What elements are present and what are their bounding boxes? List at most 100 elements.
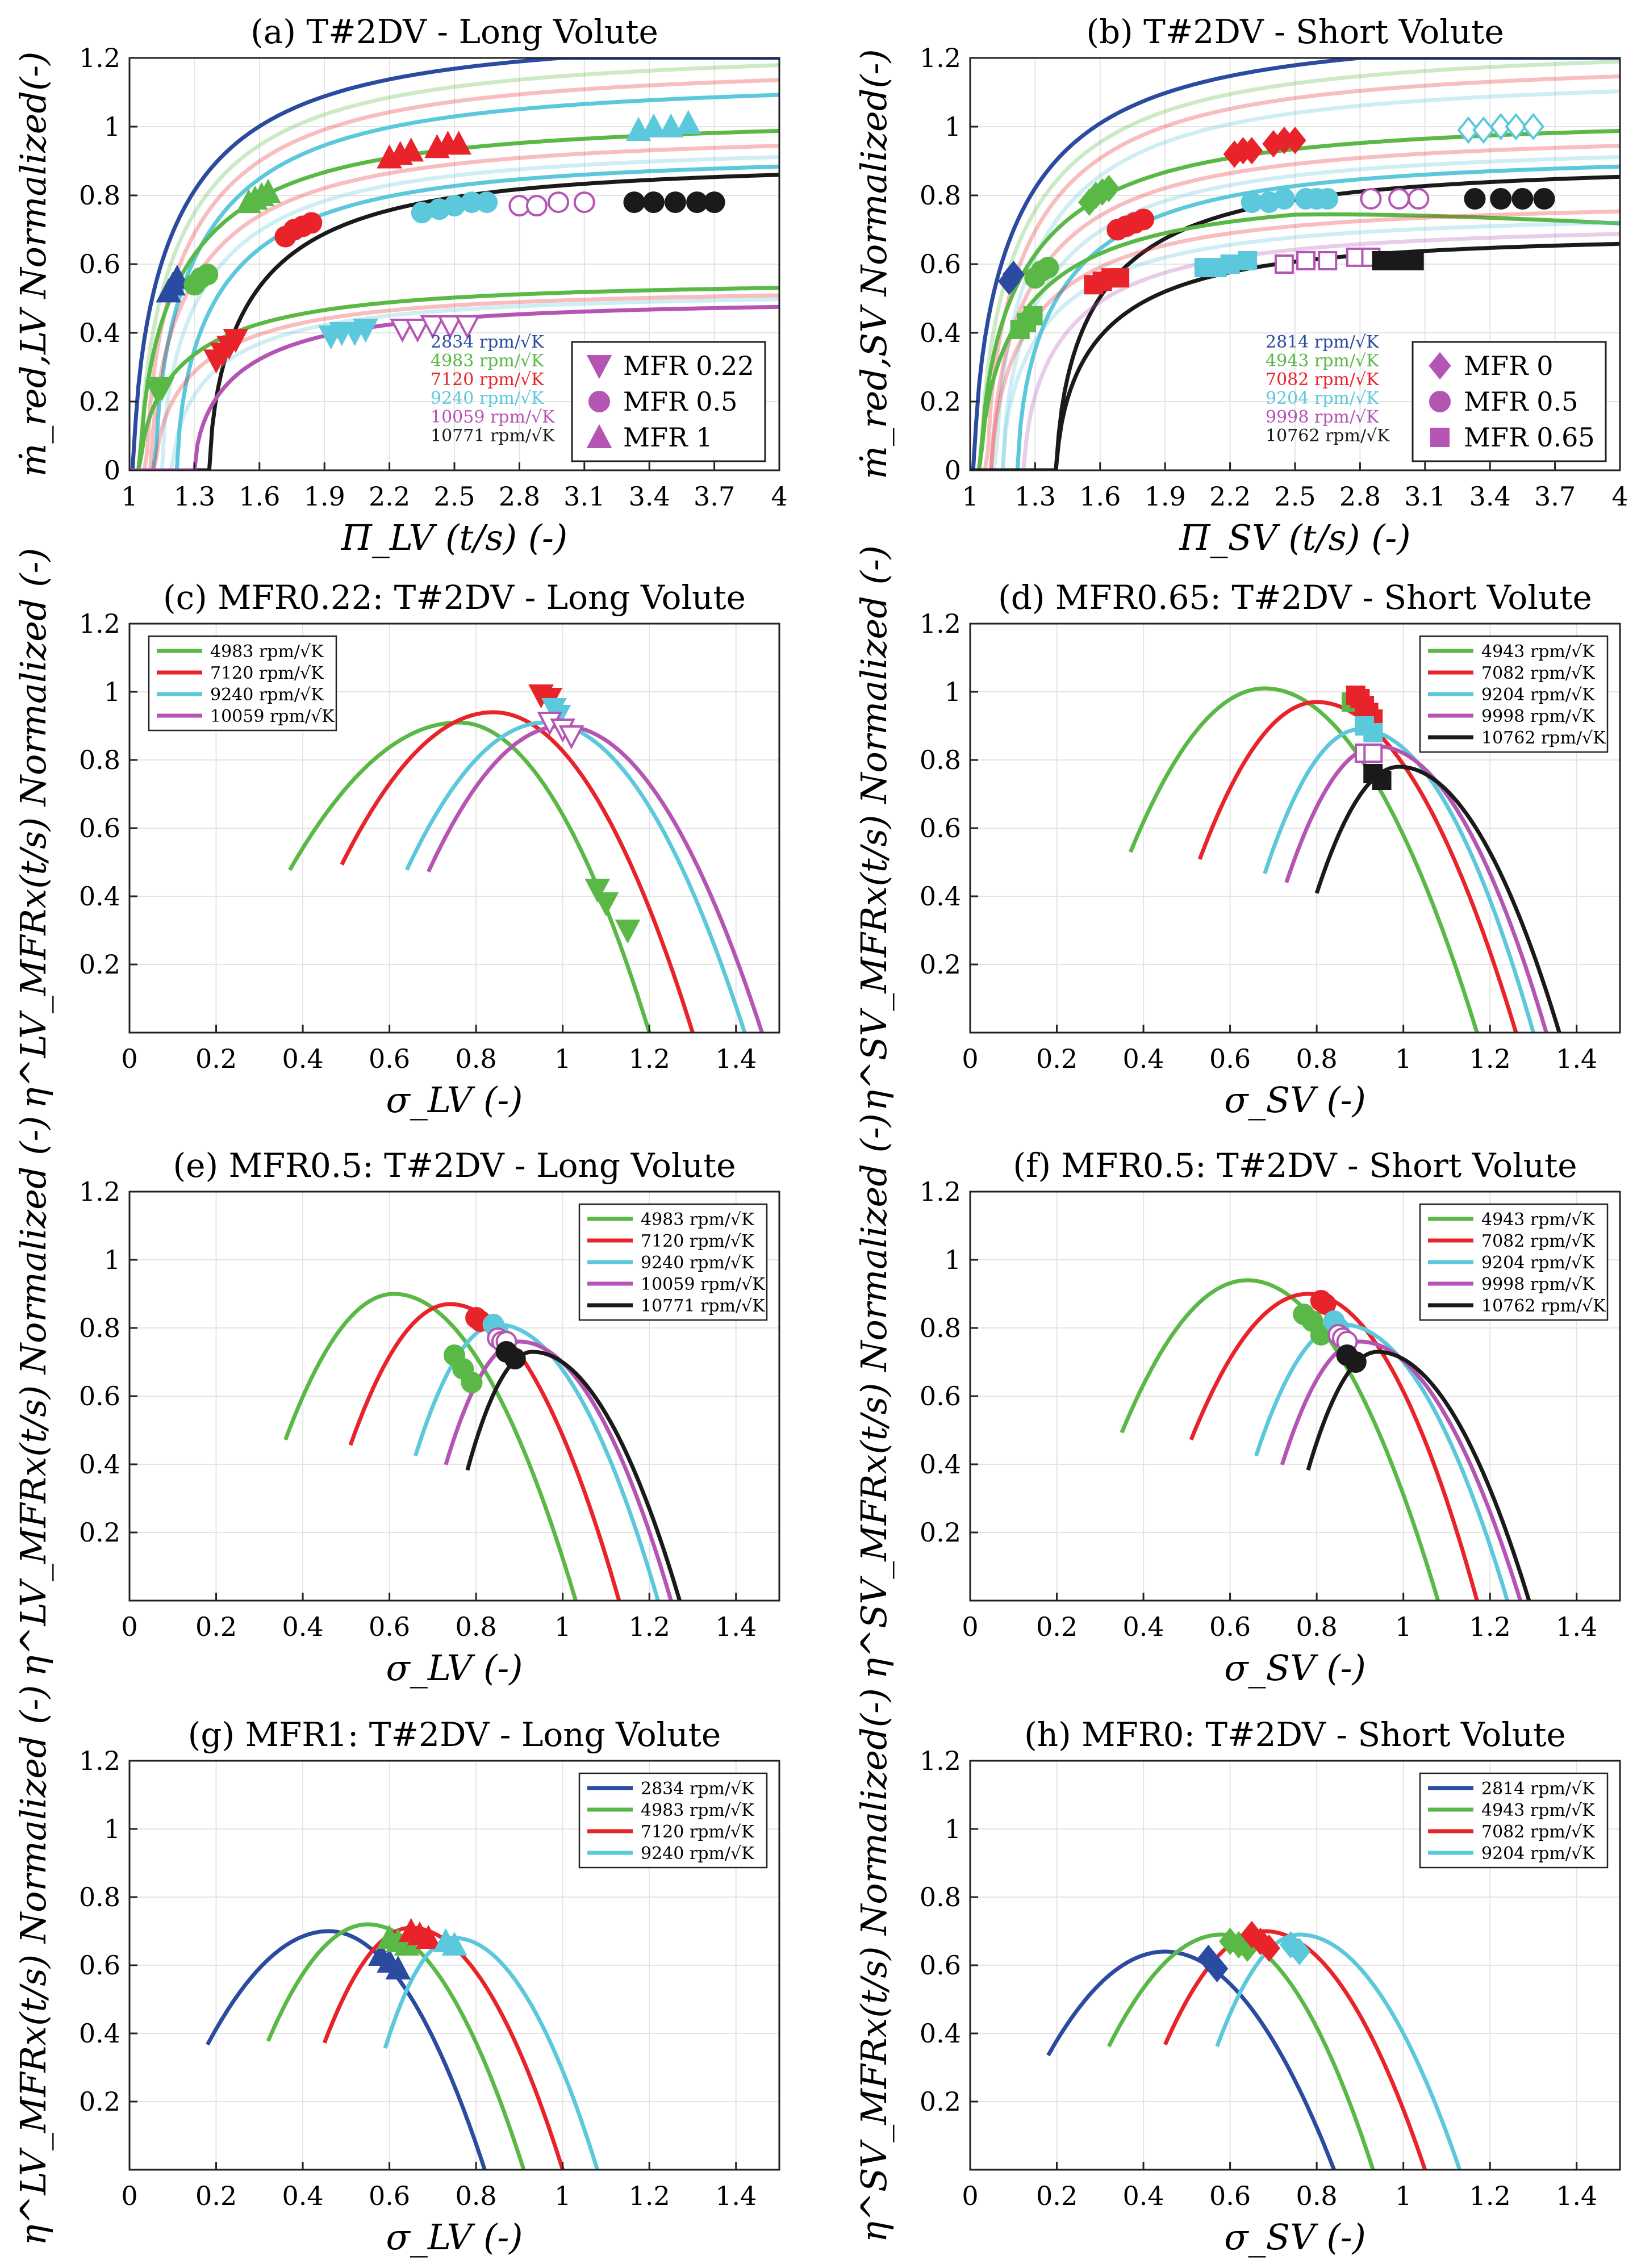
data-point bbox=[1318, 250, 1338, 270]
legend-marker bbox=[1429, 391, 1451, 412]
data-point bbox=[1372, 771, 1392, 790]
data-point bbox=[1037, 257, 1059, 279]
data-point bbox=[454, 315, 481, 340]
y-axis-label: η^SV_MFRx(t/s) Normalized (-) bbox=[853, 545, 895, 1111]
y-tick-label: 0.6 bbox=[920, 249, 961, 279]
series-line-2 bbox=[1254, 1322, 1510, 1601]
x-tick-label: 2.5 bbox=[433, 481, 475, 512]
y-tick-label: 0.4 bbox=[79, 881, 120, 912]
x-tick-label: 4 bbox=[1611, 481, 1628, 512]
legend-marker bbox=[588, 391, 610, 412]
legend-entry: 4943 rpm/√K bbox=[1266, 351, 1379, 371]
x-tick-label: 0.4 bbox=[282, 1043, 323, 1074]
y-tick-label: 0.8 bbox=[920, 1882, 961, 1912]
series-line-2 bbox=[970, 74, 1620, 470]
legend-label: MFR 0.65 bbox=[1464, 422, 1595, 453]
data-point bbox=[385, 1955, 411, 1979]
x-tick-label: 3.4 bbox=[629, 481, 670, 512]
series-line-2 bbox=[1263, 727, 1536, 1033]
data-point bbox=[404, 318, 431, 343]
data-point bbox=[1238, 250, 1258, 270]
x-tick-label: 2.8 bbox=[499, 481, 540, 512]
data-point bbox=[255, 178, 281, 203]
data-point bbox=[675, 110, 701, 134]
x-tick-label: 2.5 bbox=[1274, 481, 1316, 512]
y-tick-label: 0.4 bbox=[920, 1449, 961, 1480]
legend-label: 4943 rpm/√K bbox=[1481, 1210, 1595, 1230]
y-axis-label: η^LV_MFRx(t/s) Normalized (-) bbox=[12, 548, 54, 1108]
data-point bbox=[548, 191, 570, 214]
legend-label: 9998 rpm/√K bbox=[1481, 707, 1595, 726]
x-tick-label: 1.2 bbox=[1469, 2181, 1511, 2211]
series-line-3 bbox=[130, 93, 779, 470]
chart-title: (c) MFR0.22: T#2DV - Long Volute bbox=[163, 578, 746, 617]
legend-label: 9204 rpm/√K bbox=[1481, 1253, 1595, 1273]
data-point bbox=[437, 315, 463, 340]
series-line-1 bbox=[130, 63, 779, 470]
x-tick-label: 0.6 bbox=[369, 1611, 410, 1642]
series-line-2 bbox=[404, 720, 747, 1033]
y-tick-label: 0.4 bbox=[79, 2018, 120, 2049]
x-tick-label: 0.2 bbox=[1036, 2181, 1078, 2211]
legend-label: 9240 rpm/√K bbox=[210, 685, 324, 705]
x-tick-label: 3.1 bbox=[563, 481, 605, 512]
data-point bbox=[1296, 250, 1316, 270]
data-point bbox=[446, 130, 471, 155]
panel-e: 0 0.2 0.4 0.6 0.8 1 1.2 1.4 0.2 0.4 0.6 0.8 1 1.2 (e) … bbox=[12, 1116, 780, 1689]
series-line-11 bbox=[130, 297, 779, 470]
data-point bbox=[584, 879, 610, 903]
series-line-1 bbox=[970, 59, 1620, 470]
panel-f: 0 0.2 0.4 0.6 0.8 1 1.2 1.4 0.2 0.4 0.6 0.8 1 1.2 (f) … bbox=[853, 1113, 1621, 1689]
x-tick-label: 0 bbox=[121, 1611, 137, 1642]
y-tick-label: 1.2 bbox=[920, 1176, 961, 1207]
data-point bbox=[573, 191, 595, 214]
data-point bbox=[164, 264, 190, 289]
x-tick-label: 1.9 bbox=[304, 481, 345, 512]
x-tick-label: 1.6 bbox=[239, 481, 280, 512]
panel-c: 0 0.2 0.4 0.6 0.8 1 1.2 1.4 0.2 0.4 0.6 0.8 1 1.2 (c) … bbox=[12, 548, 780, 1121]
x-tick-label: 0 bbox=[121, 1043, 137, 1074]
x-tick-label: 0 bbox=[962, 2181, 978, 2211]
legend-entry: 2834 rpm/√K bbox=[431, 332, 544, 352]
data-point bbox=[1360, 188, 1382, 210]
y-tick-label: 0.4 bbox=[920, 881, 961, 912]
x-tick-label: 0.4 bbox=[1122, 1611, 1164, 1642]
legend-label: 10059 rpm/√K bbox=[641, 1275, 765, 1294]
data-point bbox=[593, 892, 619, 917]
x-tick-label: 1.3 bbox=[1014, 481, 1056, 512]
panel-d: 0 0.2 0.4 0.6 0.8 1 1.2 1.4 0.2 0.4 0.6 0.8 1 1.2 (d) … bbox=[853, 545, 1621, 1121]
data-point bbox=[1505, 112, 1527, 141]
x-tick-label: 1.4 bbox=[1556, 1043, 1597, 1074]
series-line-5 bbox=[970, 144, 1620, 470]
y-tick-label: 1 bbox=[945, 676, 961, 707]
x-tick-label: 1 bbox=[554, 1611, 571, 1642]
data-point bbox=[1490, 188, 1512, 210]
y-tick-label: 1 bbox=[945, 111, 961, 142]
x-tick-label: 1.4 bbox=[715, 1043, 757, 1074]
y-tick-label: 0.4 bbox=[920, 2018, 961, 2049]
legend-label: 9240 rpm/√K bbox=[641, 1253, 754, 1273]
legend-label: 7082 rpm/√K bbox=[1481, 663, 1595, 683]
data-point bbox=[1258, 1934, 1280, 1962]
series-line-0 bbox=[206, 1929, 487, 2170]
x-axis-label: σ_LV (-) bbox=[386, 1647, 523, 1689]
chart-title: (g) MFR1: T#2DV - Long Volute bbox=[188, 1715, 721, 1754]
y-tick-label: 1 bbox=[945, 1244, 961, 1275]
x-tick-label: 0.6 bbox=[1209, 1611, 1251, 1642]
curves bbox=[1120, 1278, 1531, 1601]
y-tick-label: 1.2 bbox=[920, 1745, 961, 1776]
y-tick-label: 0.6 bbox=[920, 1950, 961, 1981]
y-tick-label: 0.4 bbox=[920, 318, 961, 348]
x-tick-label: 1 bbox=[1395, 2181, 1412, 2211]
legend-label: 2834 rpm/√K bbox=[641, 1779, 754, 1799]
y-tick-label: 1.2 bbox=[79, 1176, 120, 1207]
legend-label: 7082 rpm/√K bbox=[1481, 1231, 1595, 1251]
y-tick-label: 0.6 bbox=[79, 813, 120, 843]
data-point bbox=[1408, 188, 1430, 210]
y-tick-label: 1 bbox=[104, 1244, 120, 1275]
legend-entry: 2814 rpm/√K bbox=[1266, 332, 1379, 352]
curves bbox=[130, 58, 779, 470]
legend-entry: 9998 rpm/√K bbox=[1266, 407, 1379, 427]
y-tick-label: 0.4 bbox=[79, 1449, 120, 1480]
data-point bbox=[398, 137, 424, 162]
